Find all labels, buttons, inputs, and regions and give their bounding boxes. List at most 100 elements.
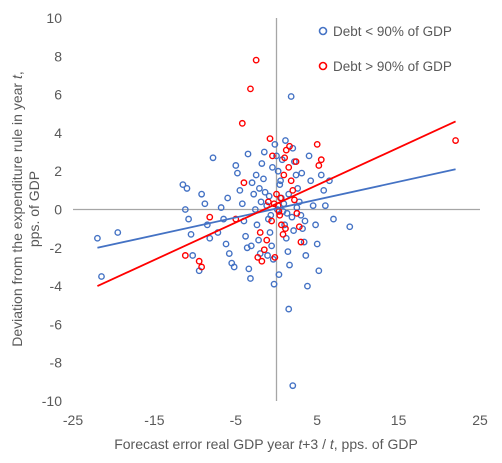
point-low-debt xyxy=(307,177,315,185)
point-low-debt xyxy=(289,382,297,390)
point-high-debt xyxy=(277,194,284,202)
point-low-debt xyxy=(286,261,293,269)
point-high-debt xyxy=(289,186,297,194)
point-low-debt xyxy=(330,215,337,223)
point-low-debt xyxy=(305,152,313,160)
point-high-debt xyxy=(260,246,268,254)
y-tick-label: -10 xyxy=(42,393,62,409)
point-low-debt xyxy=(281,221,289,229)
point-low-debt xyxy=(222,240,230,248)
point-high-debt xyxy=(264,198,272,206)
legend-marker xyxy=(318,61,328,71)
point-high-debt xyxy=(286,142,293,150)
x-tick-label: 25 xyxy=(472,412,488,428)
point-high-debt xyxy=(291,196,298,204)
point-low-debt xyxy=(270,280,278,288)
point-high-debt xyxy=(254,253,262,261)
point-high-debt xyxy=(287,177,295,185)
y-tick-label: -6 xyxy=(50,316,63,332)
point-low-debt xyxy=(269,163,276,171)
point-low-debt xyxy=(266,229,274,236)
point-low-debt xyxy=(247,242,255,250)
point-low-debt xyxy=(283,209,291,217)
point-low-debt xyxy=(256,185,263,192)
point-low-debt xyxy=(275,271,283,279)
point-low-debt xyxy=(253,221,261,229)
y-tick-label: 0 xyxy=(54,202,62,218)
point-low-debt xyxy=(242,232,249,240)
point-high-debt xyxy=(198,263,206,271)
point-low-debt xyxy=(230,263,238,271)
point-high-debt xyxy=(282,225,289,233)
point-low-debt xyxy=(198,190,206,198)
point-low-debt xyxy=(265,192,273,200)
point-low-debt xyxy=(304,282,311,290)
point-low-debt xyxy=(285,190,293,198)
point-low-debt xyxy=(234,169,241,177)
point-low-debt xyxy=(317,171,325,179)
x-axis-title: Forecast error real GDP year t+3 / t, pp… xyxy=(114,436,418,452)
point-high-debt xyxy=(263,236,271,244)
point-high-debt xyxy=(266,135,274,143)
point-low-debt xyxy=(187,230,195,238)
point-high-debt xyxy=(195,257,203,265)
point-high-debt xyxy=(293,209,301,217)
point-low-debt xyxy=(244,150,252,158)
point-low-debt xyxy=(94,234,101,242)
point-low-debt xyxy=(301,217,309,225)
point-high-debt xyxy=(315,162,323,169)
y-tick-label: 8 xyxy=(54,48,62,64)
point-high-debt xyxy=(285,163,293,171)
point-low-debt xyxy=(290,227,297,234)
point-low-debt xyxy=(98,273,105,280)
point-low-debt xyxy=(255,236,262,244)
point-low-debt xyxy=(181,206,189,213)
point-low-debt xyxy=(179,181,187,189)
y-axis-tick-labels: 10 8 6 4 2 0 -2 -4 -6 -8 -10 xyxy=(42,10,62,409)
point-high-debt xyxy=(313,140,321,148)
y-tick-label: -8 xyxy=(50,355,63,371)
point-low-debt xyxy=(183,185,191,192)
point-low-debt xyxy=(320,186,328,194)
point-low-debt xyxy=(298,169,306,177)
y-tick-label: 6 xyxy=(54,87,62,103)
y-tick-label: 4 xyxy=(54,125,62,141)
point-low-debt xyxy=(114,229,122,236)
point-high-debt xyxy=(279,230,287,238)
x-tick-label: -25 xyxy=(63,412,83,428)
legend-marker xyxy=(318,26,328,36)
legend-label: Debt < 90% of GDP xyxy=(333,24,452,39)
point-low-debt xyxy=(245,265,253,273)
point-high-debt xyxy=(273,190,280,198)
point-high-debt xyxy=(268,217,276,225)
point-high-debt xyxy=(276,211,284,219)
x-tick-label: -15 xyxy=(144,412,164,428)
y-tick-label: 2 xyxy=(54,163,62,179)
point-low-debt xyxy=(185,215,192,223)
point-low-debt xyxy=(209,154,217,162)
point-high-debt xyxy=(258,257,266,265)
point-low-debt xyxy=(288,213,296,221)
x-axis-tick-labels: -25 -15 -5 5 15 25 xyxy=(63,412,488,428)
point-high-debt xyxy=(206,213,214,221)
point-low-debt xyxy=(285,305,293,313)
point-low-debt xyxy=(287,93,295,100)
point-high-debt xyxy=(240,179,248,187)
point-high-debt xyxy=(317,156,325,164)
point-high-debt xyxy=(271,253,279,261)
point-high-debt xyxy=(256,229,264,236)
point-low-debt xyxy=(248,179,256,187)
point-low-debt xyxy=(247,275,254,282)
point-low-debt xyxy=(346,223,354,231)
point-low-debt xyxy=(264,252,271,259)
x-tick-label: 15 xyxy=(391,412,407,428)
point-low-debt xyxy=(309,202,317,210)
trendline-low-debt xyxy=(97,168,456,249)
point-low-debt xyxy=(251,206,259,213)
trendline-high-debt xyxy=(97,120,456,287)
point-low-debt xyxy=(274,167,282,175)
point-low-debt xyxy=(315,267,323,275)
point-low-debt xyxy=(273,152,280,160)
point-high-debt xyxy=(252,56,260,64)
